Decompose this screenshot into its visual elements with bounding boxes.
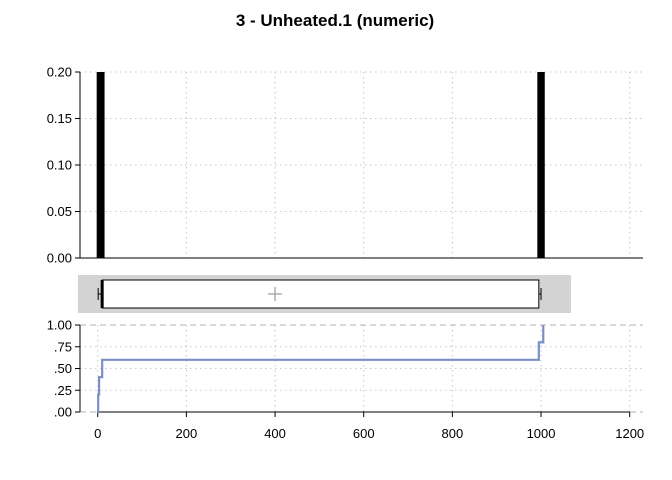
ecdf-y-tick-label: .75 (54, 339, 72, 354)
density-y-tick-label: 0.00 (47, 251, 72, 266)
ecdf-x-tick-label: 800 (442, 426, 464, 441)
ecdf-y-tick-label: .00 (54, 405, 72, 420)
boxplot-box (101, 279, 540, 309)
ecdf-step-line (96, 325, 545, 414)
ecdf-x-tick-label: 0 (94, 426, 101, 441)
density-y-tick-label: 0.05 (47, 204, 72, 219)
ecdf-panel: .00 .25 .50 .75 1.00 0 200 400 600 800 1000 1200 (47, 318, 644, 442)
boxplot-panel (78, 275, 571, 313)
density-y-axis: 0.00 0.05 0.10 0.15 0.20 (47, 65, 643, 266)
density-panel: 0.00 0.05 0.10 0.15 0.20 (47, 65, 643, 266)
ecdf-x-tick-label: 600 (353, 426, 375, 441)
ecdf-x-tick-label: 1200 (615, 426, 644, 441)
density-grid (80, 71, 643, 258)
density-y-tick-label: 0.20 (47, 65, 72, 80)
density-y-tick-label: 0.10 (47, 158, 72, 173)
density-y-tick-label: 0.15 (47, 111, 72, 126)
ecdf-y-tick-label: .50 (54, 361, 72, 376)
ecdf-x-axis: 0 200 400 600 800 1000 1200 (94, 411, 644, 441)
ecdf-y-tick-label: .25 (54, 383, 72, 398)
ecdf-x-tick-label: 1000 (527, 426, 556, 441)
ecdf-series (96, 325, 545, 414)
ecdf-grid (80, 324, 643, 413)
ecdf-y-tick-label: 1.00 (47, 318, 72, 333)
density-spikes (96, 72, 545, 258)
ecdf-x-tick-label: 200 (176, 426, 198, 441)
ecdf-x-tick-label: 400 (264, 426, 286, 441)
ecdf-y-axis: .00 .25 .50 .75 1.00 (47, 318, 81, 420)
chart-title: 3 - Unheated.1 (numeric) (236, 11, 434, 30)
